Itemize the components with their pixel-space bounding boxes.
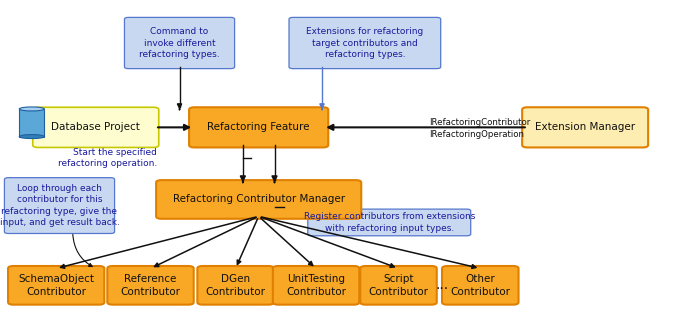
FancyBboxPatch shape	[273, 266, 359, 305]
FancyBboxPatch shape	[360, 266, 437, 305]
FancyBboxPatch shape	[522, 107, 648, 147]
Text: Command to
invoke different
refactoring types.: Command to invoke different refactoring …	[139, 27, 220, 59]
FancyBboxPatch shape	[442, 266, 518, 305]
Text: Register contributors from extensions
with refactoring input types.: Register contributors from extensions wi…	[304, 212, 475, 233]
FancyBboxPatch shape	[189, 107, 328, 147]
Text: Extension Manager: Extension Manager	[535, 122, 635, 132]
Text: Reference
Contributor: Reference Contributor	[120, 274, 180, 297]
Text: Loop through each
contributor for this
refactoring type, give the
input, and get: Loop through each contributor for this r…	[0, 184, 119, 227]
FancyBboxPatch shape	[289, 18, 441, 69]
Text: Start the specified
refactoring operation.: Start the specified refactoring operatio…	[58, 148, 157, 168]
Text: Database Project: Database Project	[51, 122, 140, 132]
FancyBboxPatch shape	[8, 266, 104, 305]
Text: Extensions for refactoring
target contributors and
refactoring types.: Extensions for refactoring target contri…	[306, 27, 423, 59]
FancyBboxPatch shape	[197, 266, 274, 305]
Text: Refactoring Contributor Manager: Refactoring Contributor Manager	[172, 194, 345, 204]
Text: SchemaObject
Contributor: SchemaObject Contributor	[18, 274, 94, 297]
Text: UnitTesting
Contributor: UnitTesting Contributor	[286, 274, 346, 297]
FancyBboxPatch shape	[125, 18, 235, 69]
FancyBboxPatch shape	[107, 266, 194, 305]
Text: Refactoring Feature: Refactoring Feature	[207, 122, 310, 132]
Text: DGen
Contributor: DGen Contributor	[205, 274, 266, 297]
FancyBboxPatch shape	[308, 209, 470, 236]
Text: IRefactoringContributor
IRefactoringOperation: IRefactoringContributor IRefactoringOper…	[429, 119, 530, 139]
FancyBboxPatch shape	[156, 180, 361, 219]
Text: ...: ...	[435, 278, 449, 292]
Polygon shape	[20, 109, 44, 136]
Ellipse shape	[20, 107, 44, 111]
FancyBboxPatch shape	[33, 107, 159, 147]
FancyBboxPatch shape	[5, 178, 114, 233]
Text: Other
Contributor: Other Contributor	[450, 274, 510, 297]
Ellipse shape	[20, 135, 44, 139]
Text: Script
Contributor: Script Contributor	[369, 274, 429, 297]
